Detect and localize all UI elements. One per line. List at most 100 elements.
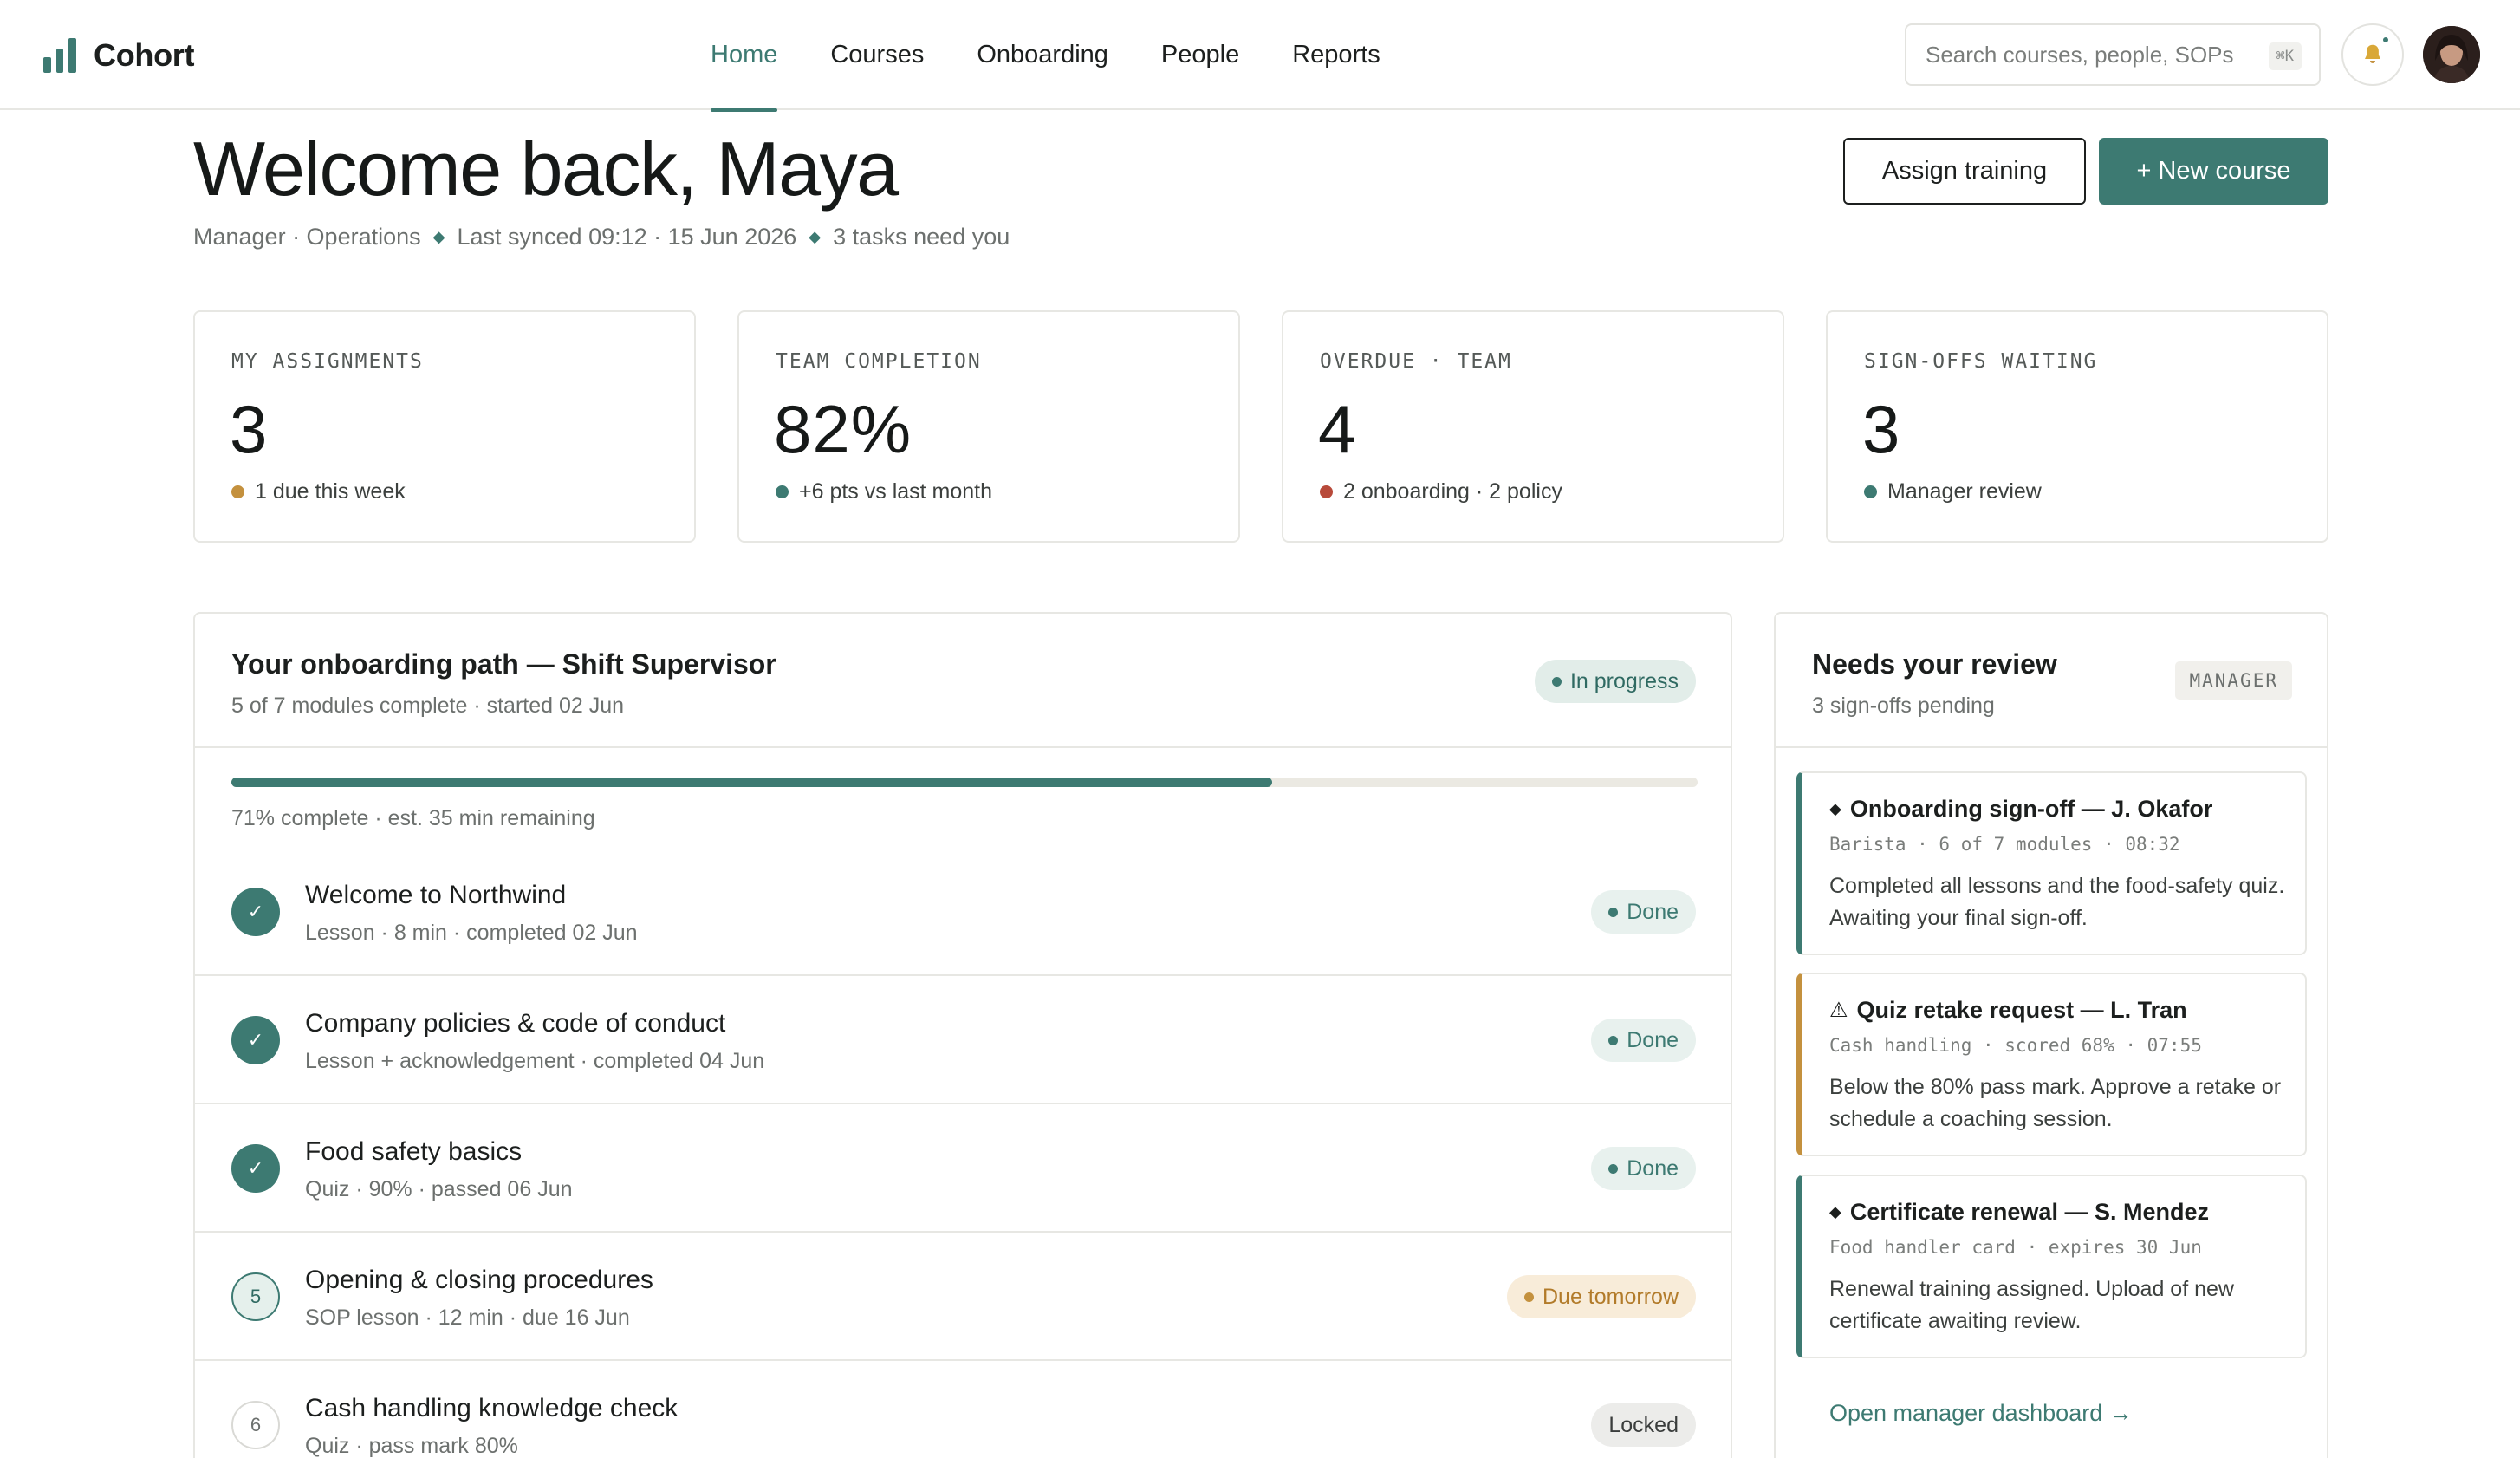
checkmark-icon: ✓ <box>231 888 280 936</box>
review-item-title: ◆ Certificate renewal — S. Mendez <box>1829 1199 2209 1226</box>
page-title: Welcome back, Maya <box>193 126 899 212</box>
stat-card-team-completion[interactable]: TEAM COMPLETION 82% +6 pts vs last month <box>737 310 1240 543</box>
review-item-certificate-renewal[interactable]: ◆ Certificate renewal — S. Mendez Food h… <box>1796 1175 2307 1358</box>
checkmark-icon: ✓ <box>231 1016 280 1064</box>
brand-logo[interactable]: Cohort <box>43 31 194 80</box>
header-meta: Manager · Operations ◆ Last synced 09:12… <box>193 224 1010 251</box>
notifications-button[interactable] <box>2341 23 2404 86</box>
nav-onboarding[interactable]: Onboarding <box>977 41 1108 68</box>
module-row[interactable]: ✓ Company policies & code of conduct Les… <box>195 976 1731 1104</box>
status-badge-label: Locked <box>1608 1412 1679 1437</box>
status-badge-done: Done <box>1591 1019 1696 1062</box>
status-badge-done: Done <box>1591 890 1696 934</box>
module-row[interactable]: 6 Cash handling knowledge check Quiz · p… <box>195 1361 1731 1458</box>
review-item-body: Renewal training assigned. Upload of new… <box>1829 1277 2234 1333</box>
stat-subtext: Manager review <box>1864 479 2042 504</box>
panel-subtitle: 5 of 7 modules complete · started 02 Jun <box>231 693 625 718</box>
review-item-body: Completed all lessons and the food-safet… <box>1829 874 2285 930</box>
review-item-meta: Cash handling · scored 68% · 07:55 <box>1829 1035 2202 1056</box>
status-dot-icon <box>1608 907 1619 917</box>
stat-subtext-label: 1 due this week <box>255 479 406 504</box>
nav-courses[interactable]: Courses <box>830 41 925 68</box>
stat-value: 82% <box>774 391 913 467</box>
review-item-onboarding-signoff[interactable]: ◆ Onboarding sign-off — J. Okafor Barist… <box>1796 771 2307 955</box>
status-dot-icon <box>231 485 244 498</box>
stat-card-overdue-team[interactable]: OVERDUE · TEAM 4 2 onboarding · 2 policy <box>1282 310 1784 543</box>
progress-bar-fill <box>231 778 1273 787</box>
panel-header: Your onboarding path — Shift Supervisor … <box>195 614 1731 748</box>
open-manager-dashboard-link[interactable]: Open manager dashboard → <box>1829 1400 2133 1426</box>
keyboard-shortcut-hint: ⌘K <box>2268 42 2302 70</box>
stat-card-my-assignments[interactable]: MY ASSIGNMENTS 3 1 due this week <box>193 310 696 543</box>
app-name: Cohort <box>94 37 195 73</box>
search-input[interactable] <box>1926 41 2255 68</box>
checkmark-icon: ✓ <box>231 1144 280 1193</box>
status-badge-label: Due tomorrow <box>1543 1284 1679 1309</box>
review-item-title-label: Onboarding sign-off — J. Okafor <box>1849 796 2213 822</box>
module-row[interactable]: ✓ Welcome to Northwind Lesson · 8 min · … <box>195 848 1731 976</box>
user-avatar[interactable] <box>2423 26 2480 83</box>
review-item-quiz-retake[interactable]: ⚠ Quiz retake request — L. Tran Cash han… <box>1796 973 2307 1156</box>
review-item-title: ⚠ Quiz retake request — L. Tran <box>1829 997 2187 1024</box>
review-item-title: ◆ Onboarding sign-off — J. Okafor <box>1829 796 2212 823</box>
new-course-button[interactable]: + New course <box>2099 138 2328 205</box>
review-item-body: Below the 80% pass mark. Approve a retak… <box>1829 1075 2282 1131</box>
stat-subtext: 1 due this week <box>231 479 406 504</box>
warning-icon: ⚠ <box>1829 999 1848 1022</box>
status-dot-icon <box>1320 485 1333 498</box>
status-badge-done: Done <box>1591 1147 1696 1190</box>
module-title: Cash handling knowledge check <box>305 1394 679 1422</box>
status-badge-label: Done <box>1627 899 1679 924</box>
status-dot-icon <box>1608 1163 1619 1174</box>
progress-bar <box>231 778 1698 787</box>
stat-label: SIGN-OFFS WAITING <box>1864 350 2098 373</box>
status-dot-icon <box>776 485 789 498</box>
panel-title: Your onboarding path — Shift Supervisor <box>231 648 776 680</box>
status-badge-due-tomorrow: Due tomorrow <box>1507 1275 1696 1318</box>
diamond-separator-icon: ◆ <box>809 228 822 245</box>
module-title: Opening & closing procedures <box>305 1266 653 1294</box>
step-number-badge: 5 <box>231 1272 280 1321</box>
status-dot-icon <box>1524 1292 1534 1302</box>
status-dot-icon <box>1551 676 1562 687</box>
module-row[interactable]: ✓ Food safety basics Quiz · 90% · passed… <box>195 1104 1731 1233</box>
top-navigation-bar: Cohort Home Courses Onboarding People Re… <box>0 0 2520 112</box>
review-item-title-label: Certificate renewal — S. Mendez <box>1849 1199 2209 1225</box>
review-item-meta: Barista · 6 of 7 modules · 08:32 <box>1829 834 2180 855</box>
module-row[interactable]: 5 Opening & closing procedures SOP lesso… <box>195 1233 1731 1361</box>
status-dot-icon <box>1864 485 1877 498</box>
stat-subtext-label: +6 pts vs last month <box>799 479 993 504</box>
bell-icon <box>2365 44 2380 63</box>
nav-reports[interactable]: Reports <box>1292 41 1380 68</box>
stat-label: TEAM COMPLETION <box>776 350 982 373</box>
module-subtitle: Lesson + acknowledgement · completed 04 … <box>305 1049 765 1073</box>
needs-review-panel: Needs your review 3 sign-offs pending MA… <box>1774 612 2328 1458</box>
assign-training-button[interactable]: Assign training <box>1843 138 2086 205</box>
manager-tag: MANAGER <box>2175 661 2292 700</box>
stat-label: OVERDUE · TEAM <box>1320 350 1512 373</box>
panel-title: Needs your review <box>1812 648 2057 680</box>
review-item-meta: Food handler card · expires 30 Jun <box>1829 1237 2202 1258</box>
nav-people[interactable]: People <box>1160 41 1240 68</box>
diamond-icon: ◆ <box>1829 800 1841 817</box>
status-dot-icon <box>1608 1035 1619 1045</box>
onboarding-path-panel: Your onboarding path — Shift Supervisor … <box>193 612 1732 1458</box>
nav-home[interactable]: Home <box>711 0 778 112</box>
module-subtitle: SOP lesson · 12 min · due 16 Jun <box>305 1305 630 1330</box>
user-role: Manager · Operations <box>193 224 421 250</box>
avatar-image <box>2423 26 2480 83</box>
diamond-icon: ◆ <box>1829 1203 1841 1220</box>
panel-header: Needs your review 3 sign-offs pending MA… <box>1776 614 2327 748</box>
stat-card-sign-offs-waiting[interactable]: SIGN-OFFS WAITING 3 Manager review <box>1826 310 2328 543</box>
status-badge-label: In progress <box>1569 668 1679 693</box>
status-badge-locked: Locked <box>1591 1403 1696 1447</box>
diamond-separator-icon: ◆ <box>432 228 445 245</box>
module-subtitle: Quiz · pass mark 80% <box>305 1434 518 1458</box>
tasks-count: 3 tasks need you <box>833 224 1010 250</box>
stat-label: MY ASSIGNMENTS <box>231 350 424 373</box>
stat-value: 3 <box>230 391 269 467</box>
panel-subtitle: 3 sign-offs pending <box>1812 693 1995 718</box>
module-title: Welcome to Northwind <box>305 881 567 909</box>
status-badge-label: Done <box>1627 1027 1679 1052</box>
search-box[interactable]: ⌘K <box>1905 23 2321 86</box>
